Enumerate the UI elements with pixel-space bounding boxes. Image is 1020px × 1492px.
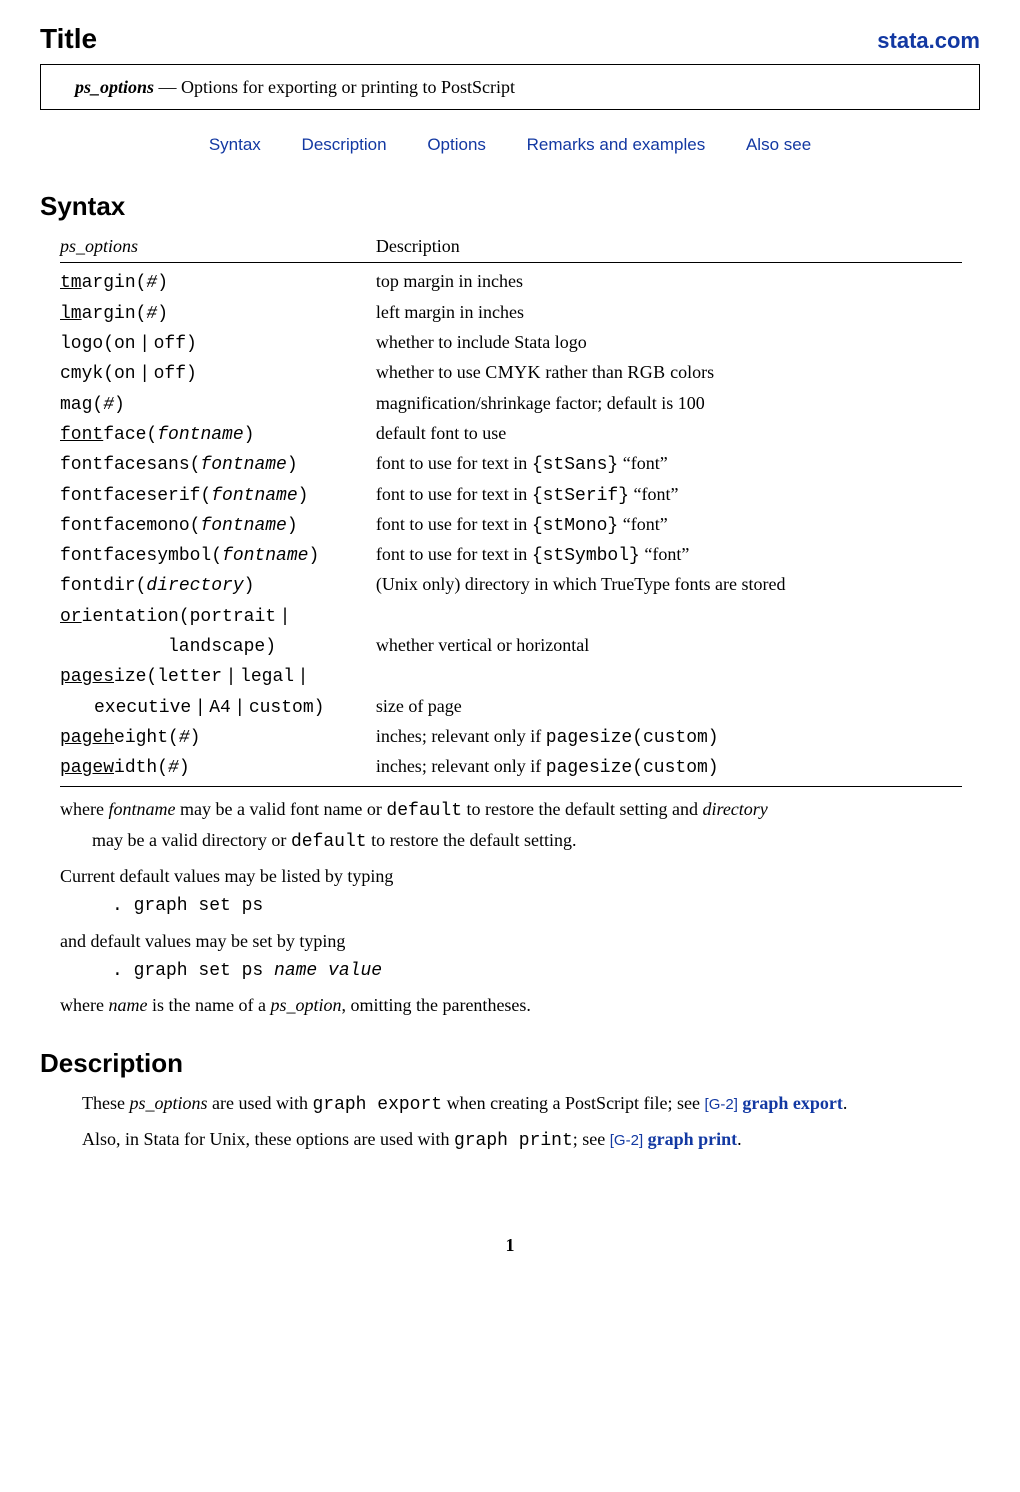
syntax-note-2: Current default values may be listed by … — [60, 864, 980, 888]
syntax-note-1b: may be a valid directory or default to r… — [92, 828, 980, 854]
table-row: landscape)whether vertical or horizontal — [60, 631, 962, 661]
nav-remarks[interactable]: Remarks and examples — [527, 134, 706, 157]
table-row: executive | A4 | custom)size of page — [60, 692, 962, 722]
option-cell: fontfacemono(fontname) — [60, 510, 376, 540]
entry-name: ps_options — [75, 77, 154, 97]
table-row: fontface(fontname)default font to use — [60, 419, 962, 449]
option-cell: pageheight(#) — [60, 722, 376, 752]
table-row: fontfacesymbol(fontname)font to use for … — [60, 540, 962, 570]
option-cell: fontdir(directory) — [60, 570, 376, 600]
option-cell: mag(#) — [60, 389, 376, 419]
description-cell: font to use for text in {stSans} “font” — [376, 449, 963, 479]
description-cell: font to use for text in {stMono} “font” — [376, 510, 963, 540]
table-row: orientation(portrait | — [60, 601, 962, 631]
page-number: 1 — [40, 1233, 980, 1257]
description-cell — [376, 601, 963, 631]
description-cell: inches; relevant only if pagesize(custom… — [376, 752, 963, 787]
description-cell: (Unix only) directory in which TrueType … — [376, 570, 963, 600]
table-row: fontfaceserif(fontname)font to use for t… — [60, 480, 962, 510]
description-cell: size of page — [376, 692, 963, 722]
nav-also-see[interactable]: Also see — [746, 134, 811, 157]
code-block-2: . graph set ps name value — [112, 959, 980, 983]
option-cell: landscape) — [60, 631, 376, 661]
option-cell: logo(on | off) — [60, 328, 376, 358]
syntax-heading: Syntax — [40, 189, 980, 224]
col-header-options: ps_options — [60, 236, 138, 256]
description-cell: font to use for text in {stSerif} “font” — [376, 480, 963, 510]
table-row: fontdir(directory)(Unix only) directory … — [60, 570, 962, 600]
option-cell: pagesize(letter | legal | — [60, 661, 376, 691]
nav-links: Syntax Description Options Remarks and e… — [40, 134, 980, 157]
description-cell: whether to use CMYK rather than RGB colo… — [376, 358, 963, 388]
option-cell: fontfacesymbol(fontname) — [60, 540, 376, 570]
description-heading: Description — [40, 1046, 980, 1081]
table-row: cmyk(on | off)whether to use CMYK rather… — [60, 358, 962, 388]
link-graph-print[interactable]: graph print — [643, 1129, 737, 1149]
syntax-note-4: where name is the name of a ps_option, o… — [60, 993, 980, 1017]
description-cell: magnification/shrinkage factor; default … — [376, 389, 963, 419]
table-row: logo(on | off)whether to include Stata l… — [60, 328, 962, 358]
ref-g2-2[interactable]: [G-2] — [610, 1132, 643, 1149]
option-cell: lmargin(#) — [60, 298, 376, 328]
option-cell: pagewidth(#) — [60, 752, 376, 787]
nav-options[interactable]: Options — [427, 134, 486, 157]
option-cell: fontface(fontname) — [60, 419, 376, 449]
table-row: fontfacesans(fontname)font to use for te… — [60, 449, 962, 479]
table-row: pageheight(#)inches; relevant only if pa… — [60, 722, 962, 752]
option-cell: tmargin(#) — [60, 263, 376, 298]
description-cell: top margin in inches — [376, 263, 963, 298]
nav-syntax[interactable]: Syntax — [209, 134, 261, 157]
option-cell: fontfacesans(fontname) — [60, 449, 376, 479]
table-row: pagewidth(#)inches; relevant only if pag… — [60, 752, 962, 787]
syntax-note-1: where fontname may be a valid font name … — [60, 797, 980, 823]
syntax-note-3: and default values may be set by typing — [60, 929, 980, 953]
col-header-description: Description — [376, 230, 963, 263]
table-row: pagesize(letter | legal | — [60, 661, 962, 691]
option-cell: fontfaceserif(fontname) — [60, 480, 376, 510]
link-graph-export[interactable]: graph export — [738, 1093, 843, 1113]
description-cell — [376, 661, 963, 691]
site-link[interactable]: stata.com — [877, 26, 980, 56]
ref-g2-1[interactable]: [G-2] — [705, 1096, 738, 1113]
description-cell: whether to include Stata logo — [376, 328, 963, 358]
description-cell: font to use for text in {stSymbol} “font… — [376, 540, 963, 570]
entry-dash: — — [154, 77, 181, 97]
page-title: Title — [40, 20, 97, 58]
description-p1: These ps_options are used with graph exp… — [60, 1091, 980, 1117]
option-cell: cmyk(on | off) — [60, 358, 376, 388]
table-row: fontfacemono(fontname)font to use for te… — [60, 510, 962, 540]
title-box: ps_options — Options for exporting or pr… — [40, 64, 980, 110]
options-table: ps_options Description tmargin(#)top mar… — [60, 230, 962, 787]
description-p2: Also, in Stata for Unix, these options a… — [60, 1127, 980, 1153]
table-row: tmargin(#)top margin in inches — [60, 263, 962, 298]
option-cell: orientation(portrait | — [60, 601, 376, 631]
option-cell: executive | A4 | custom) — [60, 692, 376, 722]
table-row: mag(#)magnification/shrinkage factor; de… — [60, 389, 962, 419]
description-cell: inches; relevant only if pagesize(custom… — [376, 722, 963, 752]
table-row: lmargin(#)left margin in inches — [60, 298, 962, 328]
description-cell: default font to use — [376, 419, 963, 449]
code-block-1: . graph set ps — [112, 894, 980, 918]
description-cell: left margin in inches — [376, 298, 963, 328]
entry-desc: Options for exporting or printing to Pos… — [181, 77, 515, 97]
nav-description[interactable]: Description — [302, 134, 387, 157]
description-cell: whether vertical or horizontal — [376, 631, 963, 661]
